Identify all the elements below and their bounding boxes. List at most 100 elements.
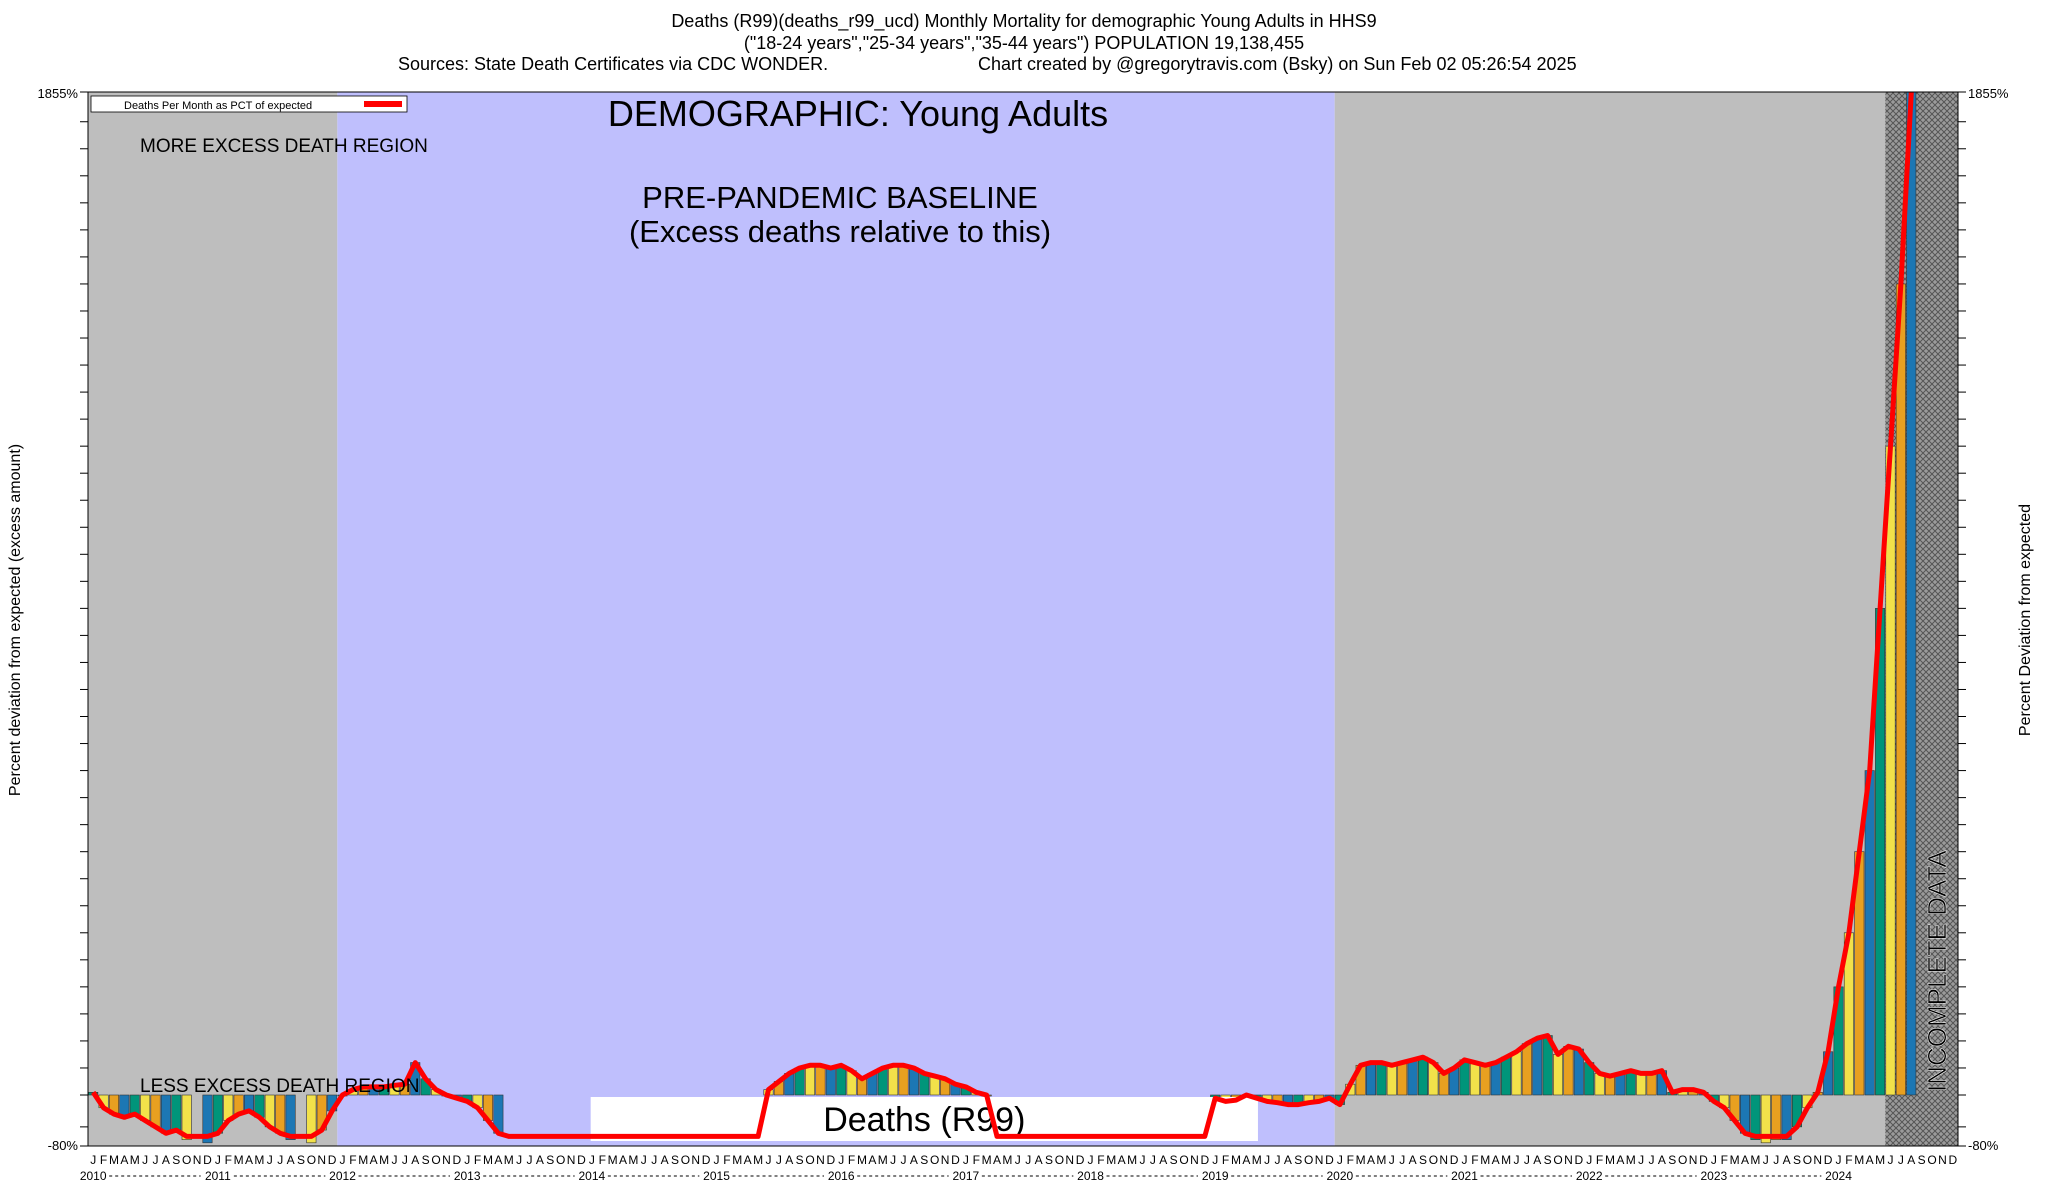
x-tick-month: M: [857, 1153, 867, 1167]
x-tick-month: S: [1045, 1153, 1053, 1167]
x-tick-month: F: [1347, 1153, 1354, 1167]
bar: [275, 1094, 286, 1134]
x-tick-month: N: [193, 1153, 202, 1167]
x-tick-month: J: [1389, 1153, 1395, 1167]
x-tick-month: M: [1376, 1153, 1386, 1167]
x-tick-year: 2018: [1077, 1169, 1104, 1183]
bar: [1417, 1056, 1428, 1096]
x-tick-month: O: [1055, 1153, 1064, 1167]
x-tick-month: F: [349, 1153, 356, 1167]
x-tick-month: M: [234, 1153, 244, 1167]
x-tick-year: 2012: [329, 1169, 356, 1183]
x-tick-month: J: [464, 1153, 470, 1167]
bar: [1366, 1062, 1377, 1096]
x-tick-month: O: [1678, 1153, 1687, 1167]
x-tick-month: M: [1854, 1153, 1864, 1167]
x-tick-month: J: [1462, 1153, 1468, 1167]
bar: [160, 1094, 171, 1134]
plot-frame: [87, 91, 1959, 1147]
x-tick-month: F: [474, 1153, 481, 1167]
x-tick-month: M: [1252, 1153, 1262, 1167]
x-tick-month: S: [671, 1153, 679, 1167]
x-tick-month: M: [628, 1153, 638, 1167]
x-tick-month: J: [1586, 1153, 1592, 1167]
bar: [1771, 1094, 1782, 1140]
x-tick-month: J: [90, 1153, 96, 1167]
y-tick-label-bottom-right: -80%: [1968, 1138, 1999, 1153]
x-tick-month: S: [1544, 1153, 1552, 1167]
x-tick-month: J: [1836, 1153, 1842, 1167]
x-tick-month: O: [1304, 1153, 1313, 1167]
x-tick-month: S: [796, 1153, 804, 1167]
bar: [1553, 1054, 1564, 1096]
x-tick-month: A: [1159, 1153, 1167, 1167]
x-tick-month: A: [744, 1153, 752, 1167]
x-tick-month: A: [1242, 1153, 1250, 1167]
x-tick-month: A: [536, 1153, 544, 1167]
x-tick-month: J: [142, 1153, 148, 1167]
x-tick-month: F: [723, 1153, 730, 1167]
x-tick-month: D: [826, 1153, 835, 1167]
x-tick-year: 2020: [1327, 1169, 1354, 1183]
x-tick-month: F: [100, 1153, 107, 1167]
bar: [1885, 445, 1896, 1096]
x-tick-month: F: [1845, 1153, 1852, 1167]
x-tick-year: 2023: [1701, 1169, 1728, 1183]
x-tick-month: J: [963, 1153, 969, 1167]
x-tick-month: N: [567, 1153, 576, 1167]
bar: [285, 1094, 296, 1140]
baseline-label-line1: PRE-PANDEMIC BASELINE: [642, 180, 1038, 215]
bar: [129, 1094, 140, 1115]
x-tick-month: M: [109, 1153, 119, 1167]
x-tick-month: J: [1763, 1153, 1769, 1167]
x-tick-month: J: [838, 1153, 844, 1167]
x-tick-month: M: [483, 1153, 493, 1167]
x-tick-month: M: [358, 1153, 368, 1167]
bar: [1625, 1070, 1636, 1096]
x-tick-month: M: [878, 1153, 888, 1167]
x-tick-month: M: [1501, 1153, 1511, 1167]
x-tick-year: 2015: [703, 1169, 730, 1183]
x-tick-month: A: [661, 1153, 669, 1167]
x-tick-month: N: [1564, 1153, 1573, 1167]
x-tick-month: N: [1315, 1153, 1324, 1167]
bar: [181, 1094, 192, 1140]
x-tick-month: N: [816, 1153, 825, 1167]
x-tick-month: O: [1429, 1153, 1438, 1167]
x-tick-year: 2010: [80, 1169, 107, 1183]
x-tick-month: O: [556, 1153, 565, 1167]
x-tick-month: A: [370, 1153, 378, 1167]
x-tick-month: O: [1553, 1153, 1562, 1167]
x-tick-month: M: [1605, 1153, 1615, 1167]
y-tick-label-top-right: 1855%: [1968, 86, 2009, 101]
x-tick-month: D: [951, 1153, 960, 1167]
x-tick-month: D: [577, 1153, 586, 1167]
x-tick-month: A: [120, 1153, 128, 1167]
x-tick-year: 2019: [1202, 1169, 1229, 1183]
x-tick-month: J: [1898, 1153, 1904, 1167]
bar: [1646, 1073, 1657, 1096]
x-tick-month: M: [1127, 1153, 1137, 1167]
x-tick-month: D: [1948, 1153, 1957, 1167]
x-tick-month: J: [589, 1153, 595, 1167]
x-tick-month: J: [776, 1153, 782, 1167]
x-tick-month: J: [890, 1153, 896, 1167]
x-tick-month: M: [982, 1153, 992, 1167]
bar: [1490, 1062, 1501, 1096]
x-tick-month: F: [848, 1153, 855, 1167]
x-tick-month: F: [973, 1153, 980, 1167]
chart-title: Deaths (R99)(deaths_r99_ucd) Monthly Mor…: [671, 11, 1377, 31]
bar: [1511, 1051, 1522, 1096]
x-tick-month: A: [494, 1153, 502, 1167]
x-tick-month: D: [1699, 1153, 1708, 1167]
x-tick-month: N: [1938, 1153, 1947, 1167]
region-post-baseline: [1334, 92, 1886, 1146]
x-tick-month: A: [910, 1153, 918, 1167]
chart-credit: Chart created by @gregorytravis.com (Bsk…: [978, 54, 1577, 74]
x-tick-year: 2017: [953, 1169, 980, 1183]
x-tick-month: J: [1773, 1153, 1779, 1167]
x-tick-month: F: [1222, 1153, 1229, 1167]
bar: [1750, 1094, 1761, 1140]
bar: [1521, 1043, 1532, 1096]
bar: [805, 1064, 816, 1096]
